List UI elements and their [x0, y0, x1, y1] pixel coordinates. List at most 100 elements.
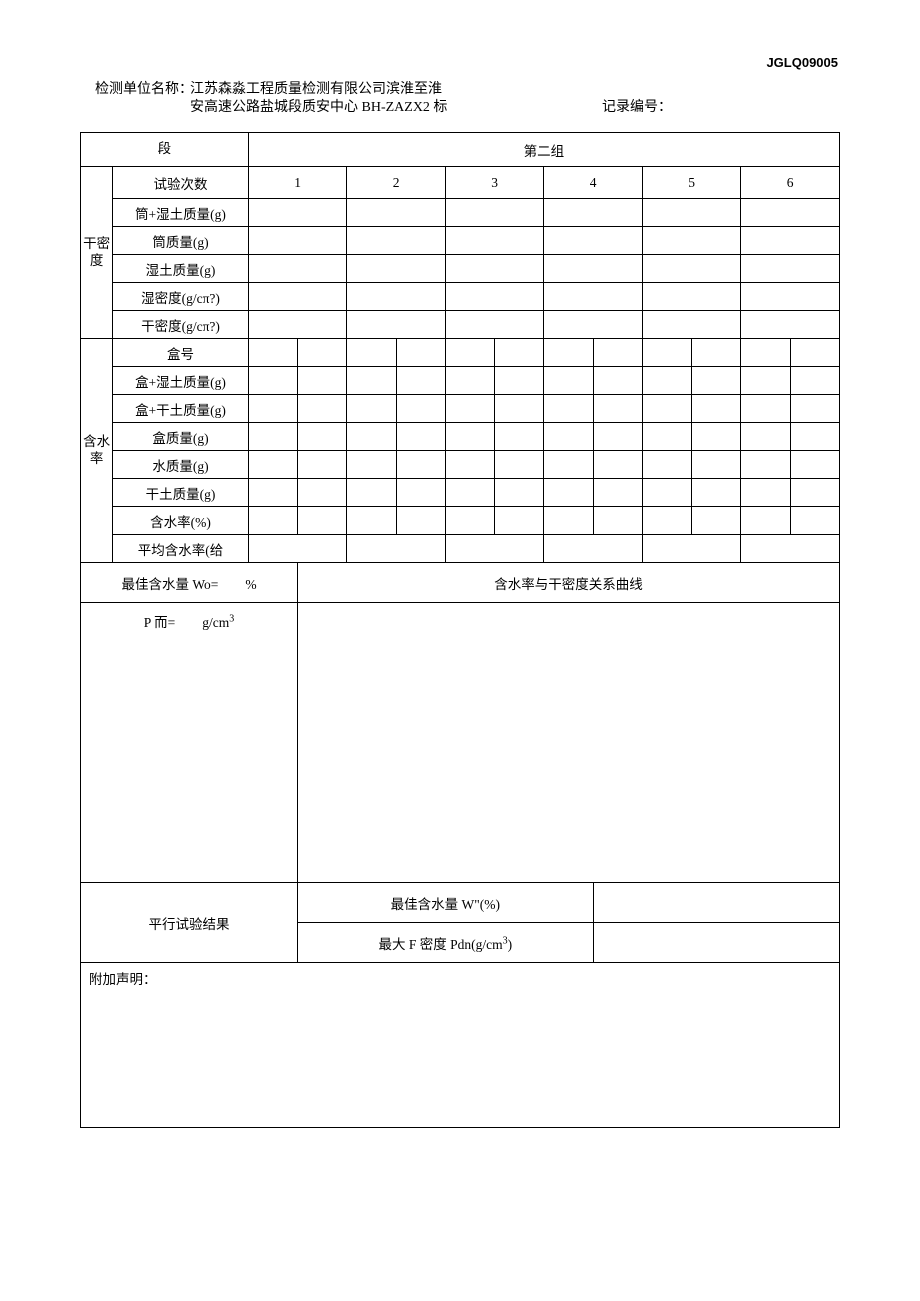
cell[interactable]	[445, 227, 544, 255]
cell[interactable]	[445, 479, 494, 507]
cell[interactable]	[248, 199, 347, 227]
cell[interactable]	[544, 535, 643, 563]
cell[interactable]	[692, 479, 741, 507]
cell[interactable]	[445, 339, 494, 367]
cell[interactable]	[741, 255, 840, 283]
cell[interactable]	[445, 311, 544, 339]
cell[interactable]	[495, 479, 544, 507]
cell[interactable]	[790, 423, 839, 451]
cell[interactable]	[347, 423, 396, 451]
cell[interactable]	[248, 423, 297, 451]
cell[interactable]	[642, 423, 691, 451]
cell[interactable]	[790, 395, 839, 423]
cell[interactable]	[544, 339, 593, 367]
cell[interactable]	[248, 395, 297, 423]
cell[interactable]	[298, 451, 347, 479]
cell[interactable]	[642, 367, 691, 395]
cell[interactable]	[692, 423, 741, 451]
cell[interactable]	[347, 395, 396, 423]
cell[interactable]	[347, 227, 446, 255]
cell[interactable]	[544, 283, 643, 311]
cell[interactable]	[445, 423, 494, 451]
cell[interactable]	[248, 255, 347, 283]
opt-water-w-value[interactable]	[593, 883, 839, 923]
cell[interactable]	[741, 451, 790, 479]
cell[interactable]	[396, 367, 445, 395]
cell[interactable]	[347, 451, 396, 479]
cell[interactable]	[692, 507, 741, 535]
cell[interactable]	[544, 479, 593, 507]
cell[interactable]	[790, 479, 839, 507]
cell[interactable]	[790, 367, 839, 395]
cell[interactable]	[642, 507, 691, 535]
cell[interactable]	[642, 479, 691, 507]
cell[interactable]	[248, 283, 347, 311]
cell[interactable]	[495, 367, 544, 395]
cell[interactable]	[642, 255, 741, 283]
cell[interactable]	[642, 451, 691, 479]
cell[interactable]	[445, 535, 544, 563]
cell[interactable]	[593, 423, 642, 451]
cell[interactable]	[495, 451, 544, 479]
cell[interactable]	[741, 339, 790, 367]
cell[interactable]	[298, 423, 347, 451]
cell[interactable]	[692, 395, 741, 423]
cell[interactable]	[347, 479, 396, 507]
cell[interactable]	[248, 535, 347, 563]
cell[interactable]	[396, 395, 445, 423]
cell[interactable]	[642, 395, 691, 423]
cell[interactable]	[741, 479, 790, 507]
cell[interactable]	[248, 227, 347, 255]
cell[interactable]	[642, 311, 741, 339]
cell[interactable]	[298, 339, 347, 367]
cell[interactable]	[642, 339, 691, 367]
cell[interactable]	[741, 227, 840, 255]
cell[interactable]	[593, 395, 642, 423]
cell[interactable]	[347, 255, 446, 283]
cell[interactable]	[347, 339, 396, 367]
cell[interactable]	[495, 395, 544, 423]
cell[interactable]	[544, 507, 593, 535]
cell[interactable]	[741, 395, 790, 423]
cell[interactable]	[495, 423, 544, 451]
cell[interactable]	[347, 507, 396, 535]
cell[interactable]	[642, 283, 741, 311]
cell[interactable]	[347, 535, 446, 563]
cell[interactable]	[692, 367, 741, 395]
cell[interactable]	[298, 395, 347, 423]
cell[interactable]	[741, 367, 790, 395]
cell[interactable]	[593, 479, 642, 507]
cell[interactable]	[445, 367, 494, 395]
cell[interactable]	[593, 367, 642, 395]
cell[interactable]	[495, 339, 544, 367]
cell[interactable]	[396, 423, 445, 451]
cell[interactable]	[445, 507, 494, 535]
cell[interactable]	[445, 395, 494, 423]
cell[interactable]	[544, 311, 643, 339]
cell[interactable]	[544, 255, 643, 283]
cell[interactable]	[347, 311, 446, 339]
cell[interactable]	[593, 507, 642, 535]
cell[interactable]	[445, 255, 544, 283]
cell[interactable]	[544, 227, 643, 255]
cell[interactable]	[544, 199, 643, 227]
cell[interactable]	[790, 507, 839, 535]
cell[interactable]	[248, 339, 297, 367]
cell[interactable]	[741, 535, 840, 563]
cell[interactable]	[396, 451, 445, 479]
cell[interactable]	[544, 395, 593, 423]
cell[interactable]	[544, 367, 593, 395]
cell[interactable]	[741, 283, 840, 311]
cell[interactable]	[445, 199, 544, 227]
cell[interactable]	[692, 339, 741, 367]
cell[interactable]	[396, 339, 445, 367]
cell[interactable]	[790, 339, 839, 367]
cell[interactable]	[298, 479, 347, 507]
cell[interactable]	[741, 423, 790, 451]
cell[interactable]	[544, 423, 593, 451]
cell[interactable]	[544, 451, 593, 479]
cell[interactable]	[692, 451, 741, 479]
cell[interactable]	[298, 507, 347, 535]
cell[interactable]	[495, 507, 544, 535]
cell[interactable]	[248, 507, 297, 535]
